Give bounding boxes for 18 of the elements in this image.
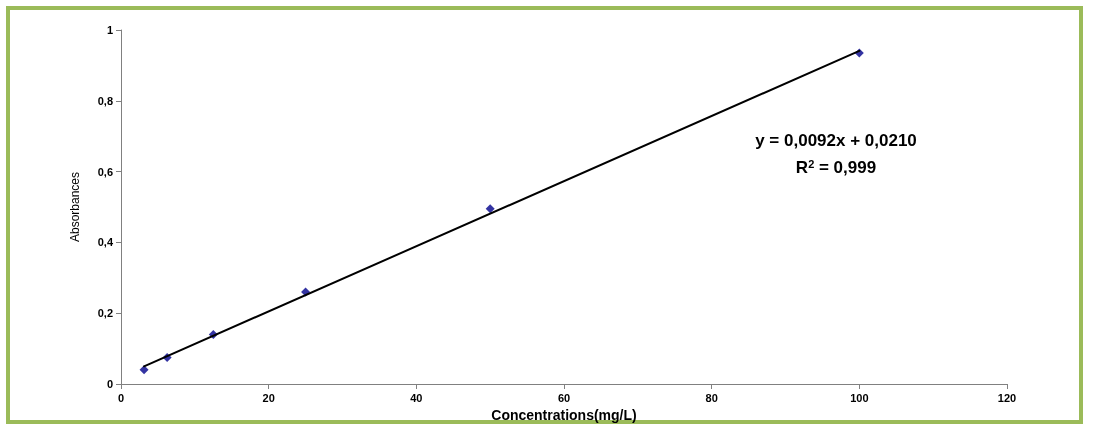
x-axis-title: Concentrations(mg/L) — [491, 406, 637, 423]
x-tick-label: 120 — [997, 391, 1017, 404]
annotation: y = 0,0092x + 0,0210 — [755, 131, 917, 150]
x-tick-label: 40 — [410, 391, 423, 404]
y-axis-title: Absorbances — [68, 171, 82, 243]
y-tick-label: 0,6 — [97, 165, 113, 178]
y-tick-label: 0,8 — [97, 94, 113, 107]
y-tick-label: 0,2 — [97, 307, 113, 320]
x-tick-label: 100 — [850, 391, 869, 404]
x-tick-label: 60 — [557, 391, 571, 404]
x-tick-label: 80 — [705, 391, 718, 404]
x-tick-label: 0 — [117, 391, 125, 404]
x-tick-label: 20 — [262, 391, 275, 404]
y-tick-label: 1 — [106, 24, 113, 36]
y-tick-label: 0 — [106, 378, 113, 390]
point — [139, 365, 149, 375]
point — [485, 204, 495, 214]
y-tick-label: 0,4 — [97, 236, 114, 249]
